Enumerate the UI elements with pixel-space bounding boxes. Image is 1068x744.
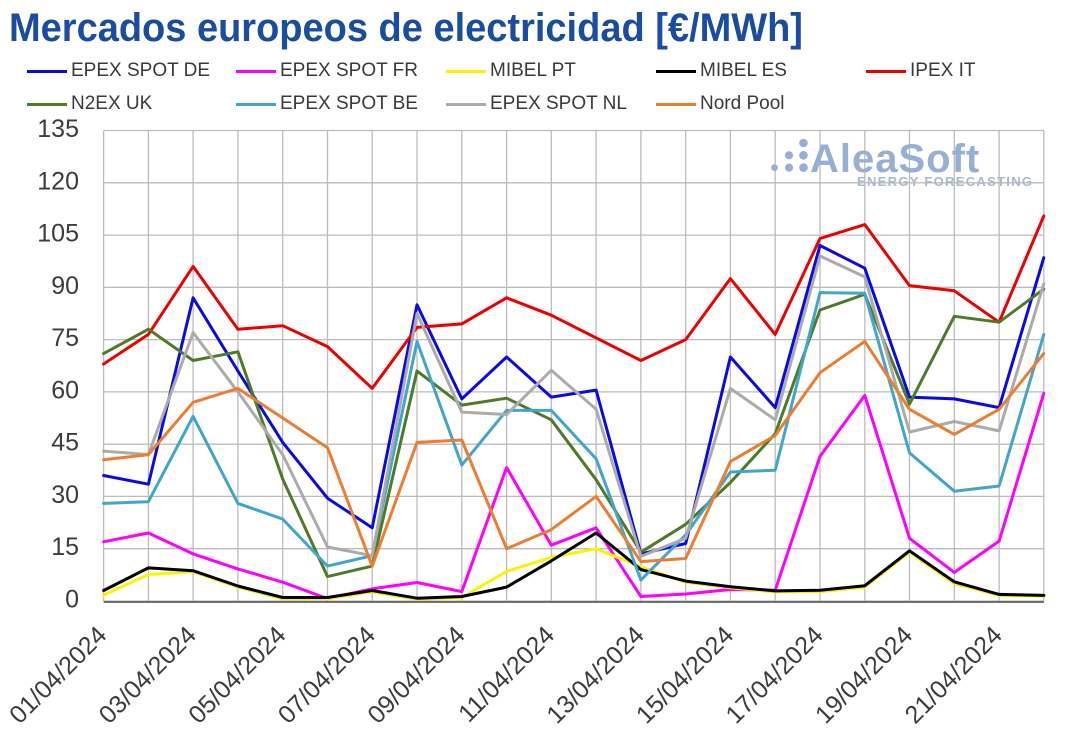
svg-text:15: 15: [51, 533, 79, 561]
svg-text:AleaSoft: AleaSoft: [810, 137, 980, 181]
svg-text:90: 90: [51, 272, 79, 300]
svg-text:0: 0: [65, 586, 79, 614]
svg-text:30: 30: [51, 481, 79, 509]
svg-text:105: 105: [37, 220, 79, 248]
svg-text:ENERGY FORECASTING: ENERGY FORECASTING: [857, 174, 1033, 189]
svg-text:135: 135: [37, 115, 79, 143]
svg-text:45: 45: [51, 429, 79, 457]
svg-text:09/04/2024: 09/04/2024: [362, 621, 470, 729]
svg-text:21/04/2024: 21/04/2024: [900, 621, 1008, 729]
svg-text:75: 75: [51, 324, 79, 352]
svg-text:120: 120: [37, 167, 79, 195]
svg-text:60: 60: [51, 376, 79, 404]
